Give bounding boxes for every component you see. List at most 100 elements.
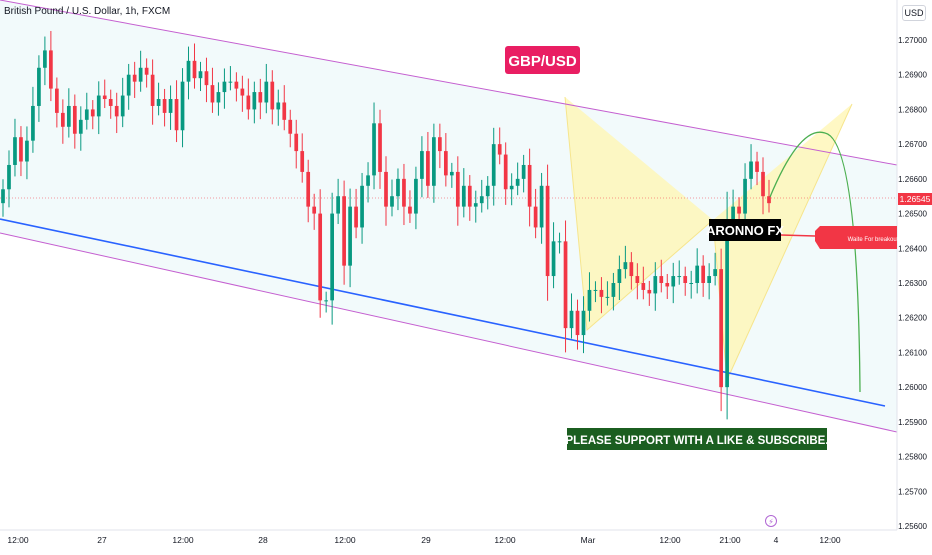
candle-up [731, 206, 735, 221]
time-axis[interactable]: 12:00 27 12:00 28 12:00 29 12:00 Mar 12:00 21:00 4… [7, 535, 841, 545]
price-tick-label: 1.26200 [898, 314, 927, 323]
candle-down [150, 74, 155, 106]
candle-up [617, 269, 622, 283]
time-tick-label: 12:00 [659, 535, 681, 545]
candle-down [354, 206, 358, 228]
candle-down [144, 67, 149, 75]
candle-down [503, 154, 508, 190]
candle-up [611, 283, 616, 297]
candle-down [90, 109, 95, 117]
candle-up [713, 269, 717, 277]
symbol-header[interactable]: British Pound / U.S. Dollar, 1h, FXCM [4, 6, 171, 17]
candle-down [683, 276, 688, 283]
candle-down [72, 105, 77, 134]
candle-down [102, 95, 107, 100]
candle-up [126, 74, 131, 96]
time-tick-label: 27 [97, 535, 107, 545]
price-tick-label: 1.27000 [898, 36, 927, 45]
candle-down [426, 151, 430, 186]
candle-up [31, 105, 35, 141]
candle-up [593, 289, 598, 291]
candle-down [246, 95, 251, 110]
time-tick-label: Mar [581, 535, 596, 545]
candle-up [180, 81, 185, 131]
candle-up [43, 50, 47, 68]
candle-down [210, 85, 215, 103]
candle-down [755, 161, 759, 172]
candle-up [707, 276, 712, 283]
candle-down [455, 171, 460, 207]
harmonic-triangle-2 [713, 104, 852, 380]
price-axis[interactable]: 1.27000 1.26900 1.26800 1.26700 1.26600 1.265… [898, 36, 927, 531]
candle-up [37, 67, 41, 106]
candle-down [282, 102, 287, 120]
callout-bubble [815, 226, 897, 249]
time-tick-label: 21:00 [719, 535, 741, 545]
candle-up [66, 105, 71, 127]
candle-up [414, 178, 418, 214]
candle-up [1, 189, 5, 204]
candle-down [306, 171, 311, 207]
price-tick-label: 1.26900 [898, 71, 927, 80]
candle-down [55, 88, 59, 113]
price-tick-label: 1.26400 [898, 244, 927, 253]
candle-up [330, 213, 334, 301]
candle-down [443, 151, 448, 176]
candle-down [270, 81, 275, 110]
price-tick-label: 1.25600 [898, 522, 927, 531]
price-tick-label: 1.26300 [898, 279, 927, 288]
candle-up [120, 95, 125, 117]
harmonic-triangle-1 [565, 97, 713, 330]
candle-up [677, 276, 682, 278]
candle-down [312, 206, 317, 214]
candle-down [635, 276, 640, 283]
candle-down [318, 213, 323, 301]
candle-up [432, 137, 436, 186]
candle-up [168, 99, 173, 113]
candle-up [461, 185, 466, 207]
channel-upper-line [0, 0, 897, 166]
price-tick-label: 1.26000 [898, 383, 927, 392]
current-price-tag: 1.26545 [898, 193, 932, 205]
candle-up [515, 178, 520, 186]
candle-down [294, 133, 299, 152]
support-trendline [0, 218, 886, 407]
candle-down [438, 137, 442, 152]
projection-curve [769, 131, 861, 393]
candle-up [366, 175, 370, 186]
candle-up [557, 241, 562, 243]
currency-button[interactable]: USD [902, 5, 926, 21]
candle-up [396, 178, 400, 197]
candle-up [276, 102, 281, 110]
brand-text: ARONNO FX [706, 223, 784, 238]
candle-up [336, 196, 340, 214]
candle-up [521, 164, 526, 179]
callout-text: Waite For breakout [848, 237, 899, 243]
candle-down [60, 112, 65, 127]
candle-up [749, 161, 753, 179]
time-tick-label: 4 [774, 535, 779, 545]
candle-up [479, 196, 484, 204]
candle-up [551, 241, 556, 277]
candle-down [665, 283, 670, 287]
candle-up [360, 185, 364, 228]
candle-up [491, 144, 496, 186]
candle-down [192, 60, 197, 79]
time-tick-label: 12:00 [172, 535, 194, 545]
price-tick-label: 1.26500 [898, 210, 927, 219]
candle-down [19, 137, 23, 162]
candle-down [719, 269, 723, 388]
candle-down [114, 105, 119, 117]
candle-down [378, 123, 382, 172]
candle-down [641, 283, 646, 290]
candle-down [629, 262, 634, 277]
event-marker-icon[interactable] [765, 515, 777, 527]
candle-down [659, 276, 664, 283]
candle-up [449, 171, 454, 176]
candle-up [743, 178, 747, 214]
time-tick-label: 12:00 [819, 535, 841, 545]
candle-down [599, 289, 604, 297]
price-tick-label: 1.25900 [898, 418, 927, 427]
price-tick-label: 1.25700 [898, 487, 927, 496]
